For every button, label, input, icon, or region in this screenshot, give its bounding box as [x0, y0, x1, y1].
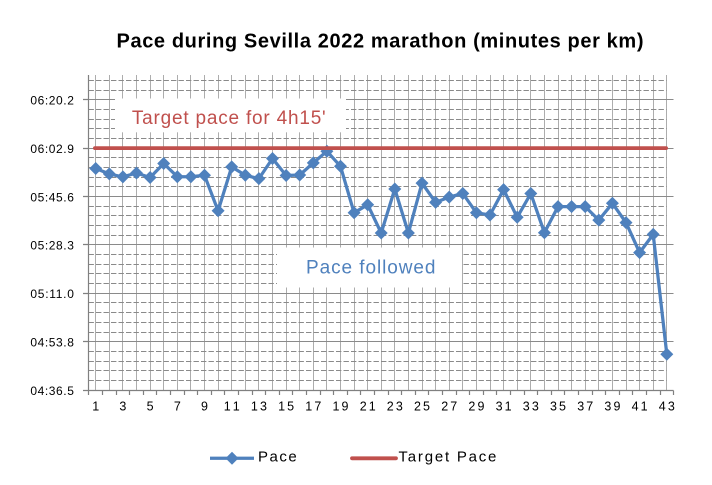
svg-text:7: 7	[174, 399, 181, 413]
svg-text:Pace followed: Pace followed	[306, 257, 436, 278]
svg-text:5: 5	[147, 399, 154, 413]
svg-text:3: 3	[119, 399, 126, 413]
svg-text:Pace: Pace	[258, 449, 297, 466]
svg-text:05:45.6: 05:45.6	[30, 190, 74, 204]
svg-text:04:53.8: 04:53.8	[30, 336, 74, 350]
svg-text:9: 9	[201, 399, 208, 413]
svg-text:06:02.9: 06:02.9	[30, 142, 74, 156]
svg-text:05:11.0: 05:11.0	[30, 287, 74, 301]
svg-text:1: 1	[92, 399, 99, 413]
svg-text:06:20.2: 06:20.2	[30, 94, 74, 108]
svg-text:04:36.5: 04:36.5	[30, 384, 74, 398]
svg-text:Pace during Sevilla 2022 marat: Pace during Sevilla 2022 marathon (minut…	[117, 31, 644, 53]
svg-text:Target Pace: Target Pace	[399, 449, 497, 466]
svg-text:05:28.3: 05:28.3	[30, 239, 74, 253]
svg-text:Target pace for 4h15': Target pace for 4h15'	[132, 108, 326, 129]
